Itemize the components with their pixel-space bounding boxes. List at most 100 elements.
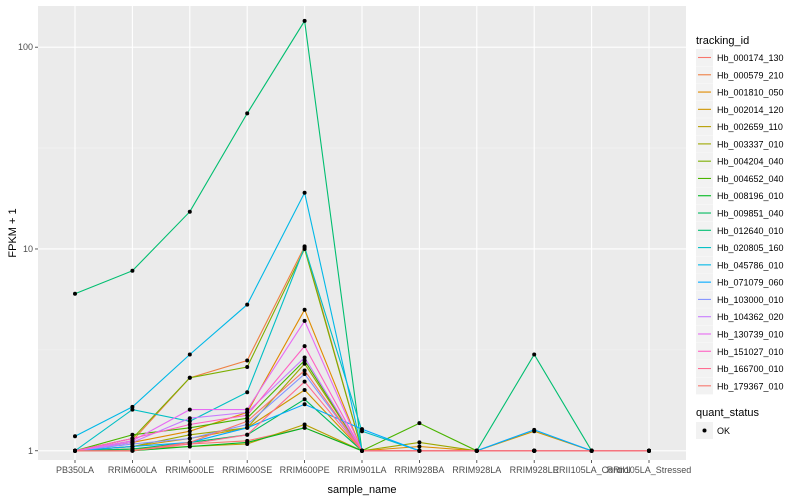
x-tick-label: RRIM928BA	[394, 465, 444, 475]
data-point	[73, 291, 77, 296]
legend-label: Hb_071079_060	[717, 278, 784, 288]
x-tick-label: RRIM928LA	[452, 465, 501, 475]
legend-label: Hb_045786_010	[717, 260, 784, 270]
data-point	[302, 344, 307, 349]
legend-label: Hb_012640_010	[717, 226, 784, 236]
data-point	[187, 419, 192, 424]
data-point	[360, 448, 364, 453]
data-point	[474, 448, 479, 453]
data-point	[302, 307, 307, 312]
data-point	[302, 425, 307, 430]
data-point	[130, 448, 135, 453]
legend-label: Hb_002659_110	[717, 122, 783, 132]
data-point	[302, 318, 307, 323]
data-point	[245, 302, 250, 307]
x-axis: PB350LA RRIM600LA RRIM600LE RRIM600SE RRIM60…	[56, 460, 691, 475]
legend-label: Hb_020805_160	[717, 243, 784, 253]
data-point	[187, 407, 192, 412]
x-tick-label: RRII105LA_Stressed	[607, 465, 692, 475]
data-point	[589, 448, 594, 453]
data-point	[532, 427, 537, 432]
data-point	[245, 111, 250, 116]
legend-label: Hb_179367_010	[717, 381, 784, 391]
legend-label-ok: OK	[717, 426, 730, 436]
x-axis-title: sample_name	[327, 484, 396, 496]
data-point	[417, 440, 422, 445]
data-point	[245, 358, 250, 363]
legend-label: Hb_104362_020	[717, 312, 784, 322]
data-point	[417, 448, 422, 453]
series-points	[73, 18, 651, 453]
data-point	[130, 404, 135, 409]
legend-label: Hb_001810_050	[717, 88, 784, 98]
legend-label: Hb_000174_130	[717, 53, 784, 63]
y-axis: 1 10 100	[18, 42, 38, 456]
legend-label: Hb_008196_010	[717, 191, 784, 201]
data-point	[187, 425, 192, 430]
data-point	[302, 388, 307, 393]
data-point	[302, 190, 307, 195]
x-tick-label: RRIM901LA	[337, 465, 386, 475]
data-point	[130, 268, 135, 273]
legend-label: Hb_002014_120	[717, 105, 784, 115]
legend-title-quant-status: quant_status	[696, 407, 759, 419]
x-tick-label: RRIM928LE	[510, 465, 559, 475]
x-tick-label: RRIM600LE	[165, 465, 214, 475]
data-point	[532, 352, 537, 357]
x-tick-label: RRIM600SE	[222, 465, 272, 475]
data-point	[187, 416, 192, 421]
data-point	[302, 372, 307, 377]
data-point	[245, 416, 250, 421]
y-tick-label: 100	[18, 42, 33, 52]
data-point	[245, 425, 250, 430]
x-tick-label: RRII105LA_Control	[553, 465, 631, 475]
data-point	[245, 407, 250, 412]
data-point	[302, 402, 307, 407]
data-point	[245, 413, 250, 418]
data-point	[245, 365, 250, 370]
data-point	[302, 245, 307, 250]
data-point	[302, 379, 307, 384]
data-point	[187, 422, 192, 427]
legend-title: tracking_id	[696, 35, 749, 47]
data-point	[245, 419, 250, 424]
data-point	[245, 390, 250, 395]
y-axis-title: FPKM + 1	[7, 208, 19, 257]
legend-label: Hb_151027_010	[717, 347, 784, 357]
legend-label: Hb_130739_010	[717, 329, 784, 339]
legend-label: Hb_004204_040	[717, 157, 784, 167]
data-point	[302, 355, 307, 360]
legend-point-ok	[702, 428, 707, 433]
data-point	[187, 436, 192, 441]
legend-label: Hb_000579_210	[717, 70, 784, 80]
data-point	[302, 18, 307, 23]
x-tick-label: RRIM600LA	[108, 465, 157, 475]
data-point	[417, 421, 422, 426]
data-point	[245, 440, 250, 445]
legend-label: Hb_009851_040	[717, 209, 784, 219]
y-tick-label: 1	[28, 446, 33, 456]
data-point	[187, 432, 192, 437]
data-point	[130, 436, 135, 441]
data-point	[417, 444, 422, 449]
data-point	[187, 375, 192, 380]
y-tick-label: 10	[23, 244, 33, 254]
data-point	[245, 410, 250, 415]
data-point	[360, 427, 364, 432]
data-point	[73, 448, 77, 453]
data-point	[187, 209, 192, 214]
legend: tracking_id Hb_000174_130Hb_000579_210Hb…	[696, 35, 784, 439]
data-point	[302, 368, 307, 373]
major-gridlines	[38, 6, 686, 460]
data-point	[302, 361, 307, 366]
data-point	[532, 448, 537, 453]
data-point	[187, 440, 192, 445]
data-point	[187, 429, 192, 434]
legend-label: Hb_003337_010	[717, 139, 784, 149]
legend-items: Hb_000174_130 Hb_000579_210 Hb_001810_050 H…	[696, 49, 784, 395]
data-point	[302, 422, 307, 427]
legend-label: Hb_103000_010	[717, 295, 784, 305]
data-point	[130, 432, 135, 437]
x-tick-label: RRIM600PE	[280, 465, 330, 475]
